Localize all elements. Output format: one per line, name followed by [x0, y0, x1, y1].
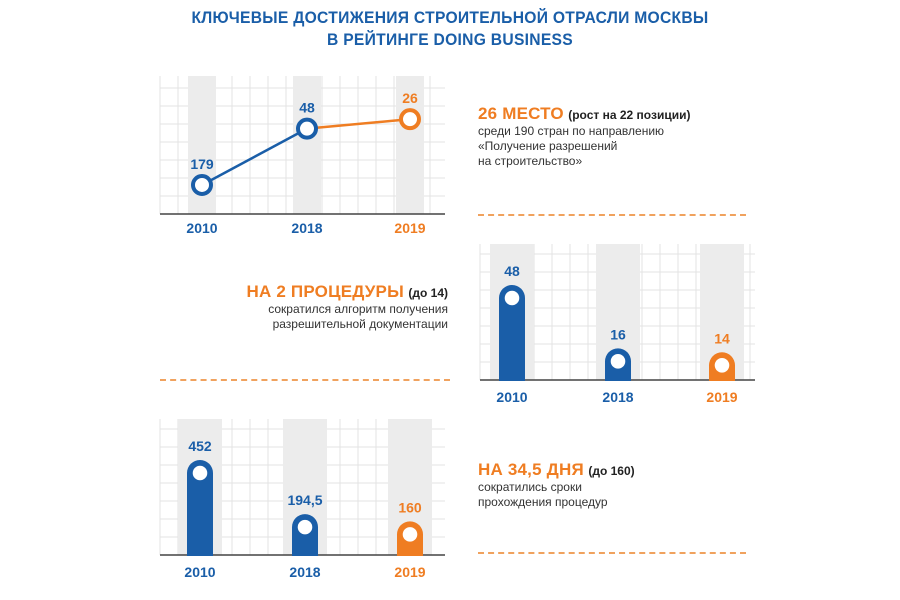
days-chart-bar-body-2019: [397, 534, 423, 556]
days-chart-bar-body-2010: [187, 473, 213, 556]
caption-days-highlight: НА 34,5 ДНЯ: [478, 460, 584, 479]
rating-year-label-2019: 2019: [394, 220, 425, 236]
procedures-bar-chart: 48 2010 16 2018 14 2019: [479, 244, 755, 405]
procedures-chart-bar-body-2019: [709, 365, 735, 381]
rating-year-label-2010: 2010: [186, 220, 217, 236]
rating-point-2018: [296, 117, 318, 140]
caption-procedures-suffix: (до 14): [408, 286, 448, 300]
rating-line-chart: 179 2010 48 2018 26 2019: [159, 76, 445, 236]
rating-point-2019: [399, 108, 421, 131]
procedures-chart-value-label-2018: 16: [610, 326, 626, 342]
page-title-line-1: КЛЮЧЕВЫЕ ДОСТИЖЕНИЯ СТРОИТЕЛЬНОЙ ОТРАСЛИ…: [191, 8, 709, 27]
days-chart-year-label-2010: 2010: [184, 564, 215, 580]
rating-value-label-2019: 26: [402, 90, 418, 106]
caption-rating-highlight: 26 МЕСТО: [478, 104, 564, 123]
caption-procedures: НА 2 ПРОЦЕДУРЫ (до 14) сократился алгори…: [228, 282, 448, 332]
caption-procedures-line-1: сократился алгоритм получения: [268, 302, 448, 316]
rating-line-segment-1: [201, 127, 308, 187]
procedures-chart-value-label-2010: 48: [504, 263, 520, 279]
procedures-chart-bar-dot-2010: [504, 290, 520, 306]
caption-rating-line-2: «Получение разрешений: [478, 139, 618, 153]
rating-line-segment-2: [306, 117, 411, 130]
caption-days-line-1: сократились сроки: [478, 480, 582, 494]
caption-days-suffix: (до 160): [588, 464, 635, 478]
page-title-line-2: В РЕЙТИНГЕ DOING BUSINESS: [327, 30, 573, 49]
procedures-chart-bar-body-2010: [499, 298, 525, 381]
rating-chart-column-2019: [396, 76, 424, 214]
rating-value-label-2010: 179: [190, 156, 214, 172]
separator-3: [478, 552, 746, 554]
caption-rating-line-1: среди 190 стран по направлению: [478, 124, 665, 138]
caption-rating: 26 МЕСТО (рост на 22 позиции) среди 190 …: [478, 104, 690, 169]
days-chart-year-label-2019: 2019: [394, 564, 425, 580]
days-bar-chart: 452 2010 194,5 2018 160 2019: [159, 419, 445, 580]
days-chart-value-label-2018: 194,5: [287, 492, 322, 508]
rating-year-label-2018: 2018: [291, 220, 322, 236]
procedures-chart-year-label-2010: 2010: [496, 389, 527, 405]
separator-2: [160, 379, 450, 381]
procedures-chart-year-label-2019: 2019: [706, 389, 737, 405]
caption-days: НА 34,5 ДНЯ (до 160) сократились сроки п…: [478, 460, 635, 510]
procedures-chart-bar-dot-2018: [610, 354, 626, 369]
days-chart-bar-dot-2018: [297, 519, 313, 535]
days-chart-value-label-2010: 452: [188, 438, 212, 454]
rating-chart-column-2018: [293, 76, 321, 214]
days-chart-value-label-2019: 160: [398, 499, 422, 515]
caption-rating-suffix: (рост на 22 позиции): [568, 108, 691, 122]
rating-point-2010: [191, 173, 213, 196]
procedures-chart-year-label-2018: 2018: [602, 389, 633, 405]
procedures-chart-bar-body-2018: [605, 361, 631, 381]
procedures-chart-value-label-2019: 14: [714, 330, 730, 346]
caption-procedures-line-2: разрешительной документации: [272, 317, 448, 331]
days-chart-bar-dot-2019: [402, 527, 418, 542]
days-chart-bar-dot-2010: [192, 465, 208, 481]
caption-days-line-2: прохождения процедур: [478, 495, 608, 509]
caption-rating-line-3: на строительство»: [478, 154, 583, 168]
rating-value-label-2018: 48: [299, 100, 315, 116]
caption-procedures-highlight: НА 2 ПРОЦЕДУРЫ: [246, 282, 404, 301]
procedures-chart-bar-dot-2019: [714, 358, 730, 373]
separator-1: [478, 214, 746, 216]
days-chart-year-label-2018: 2018: [289, 564, 320, 580]
